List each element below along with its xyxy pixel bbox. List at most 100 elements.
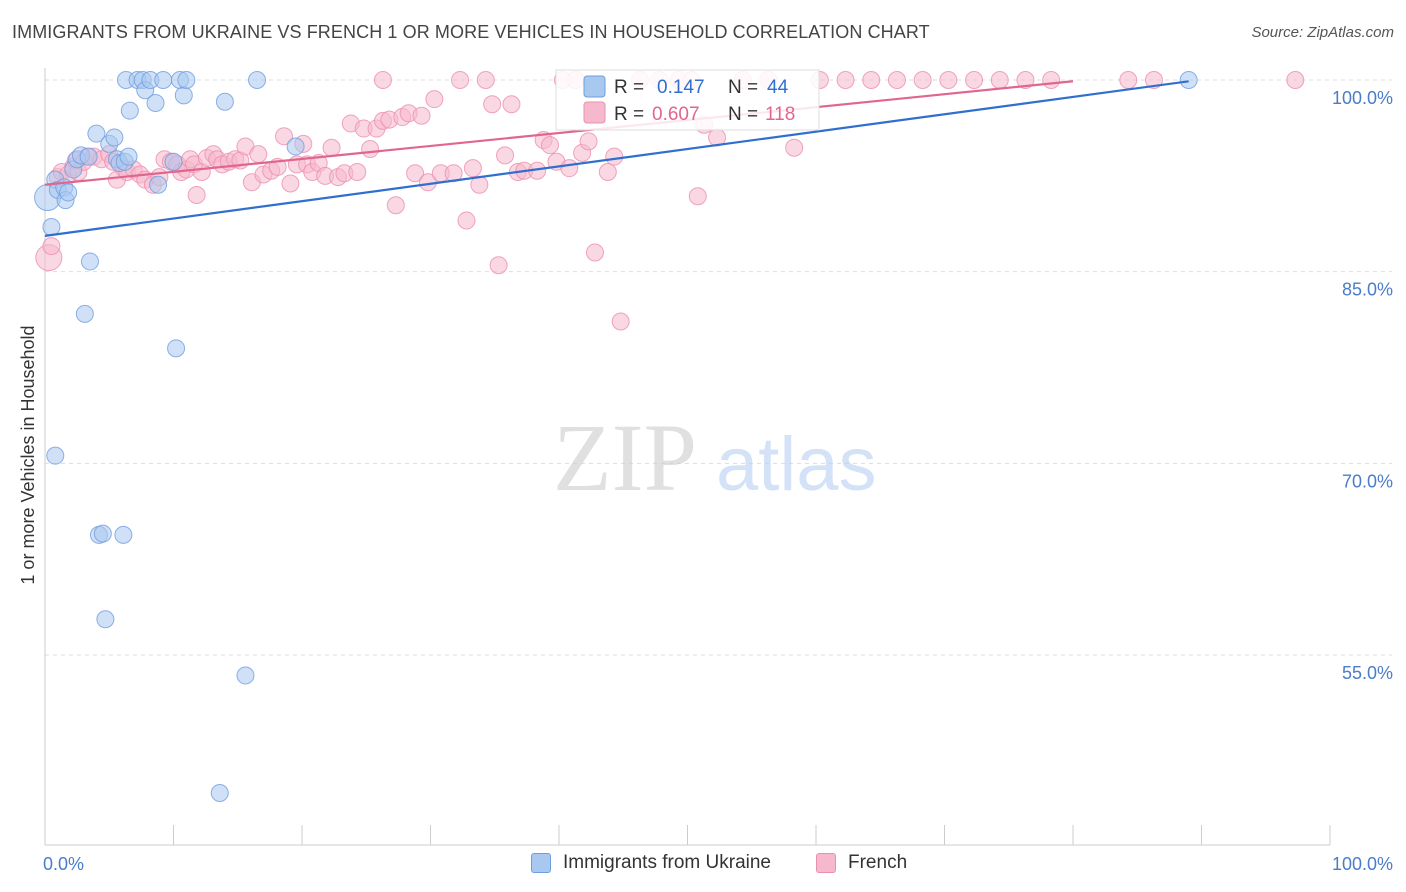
point-french <box>457 211 476 230</box>
point-french <box>541 136 560 155</box>
point-ukraine <box>167 339 186 358</box>
y-tick-label: 100.0% <box>1332 88 1393 108</box>
trend-line-french <box>44 80 1074 186</box>
point-french <box>412 106 431 125</box>
point-french <box>42 237 61 256</box>
legend-item-french[interactable]: French <box>816 852 907 874</box>
point-french <box>1144 71 1163 89</box>
point-french <box>785 138 804 157</box>
point-french <box>560 159 579 178</box>
legend-r-value-ukraine: 0.147 <box>657 77 705 98</box>
point-french <box>476 71 495 89</box>
legend-swatch-ukraine-bottom <box>531 853 551 873</box>
legend-item-ukraine[interactable]: Immigrants from Ukraine <box>531 852 771 874</box>
source-note: Source: ZipAtlas.com <box>1251 24 1394 41</box>
point-french <box>965 71 984 89</box>
point-french <box>483 95 502 114</box>
point-french <box>463 159 482 178</box>
point-french <box>862 71 881 89</box>
point-french <box>502 95 521 114</box>
point-french <box>1286 71 1305 89</box>
point-french <box>489 256 508 275</box>
point-french <box>939 71 958 89</box>
legend-r-value-french: 0.607 <box>652 104 700 125</box>
point-ukraine <box>96 610 115 629</box>
legend-swatch-ukraine <box>583 75 606 98</box>
point-french <box>990 71 1009 89</box>
point-french <box>406 164 425 183</box>
point-ukraine <box>59 183 78 202</box>
legend-label-french: French <box>848 852 908 873</box>
point-french <box>348 163 367 181</box>
point-ukraine <box>215 92 234 111</box>
stats-legend: R = 0.147 N = 44 R = 0.607 N = 118 <box>555 69 820 131</box>
point-french <box>688 187 707 206</box>
point-ukraine <box>1179 71 1198 89</box>
point-french <box>605 147 624 166</box>
y-tick-label: 85.0% <box>1342 280 1393 300</box>
watermark-zip: ZIP <box>553 404 697 511</box>
point-french <box>444 164 463 183</box>
watermark-atlas: atlas <box>716 422 877 507</box>
point-ukraine <box>105 128 124 147</box>
point-ukraine <box>164 152 183 171</box>
point-french <box>836 71 855 89</box>
point-french <box>386 196 405 215</box>
point-french <box>887 71 906 89</box>
point-french <box>1119 71 1138 89</box>
point-ukraine <box>210 784 229 802</box>
point-french <box>611 312 630 331</box>
legend-n-label-ukraine: N = <box>728 77 758 98</box>
point-french <box>598 163 617 181</box>
point-ukraine <box>149 175 168 194</box>
point-ukraine <box>248 71 267 89</box>
point-ukraine <box>87 124 106 143</box>
point-ukraine <box>80 252 99 271</box>
point-ukraine <box>75 304 94 323</box>
point-ukraine <box>119 147 138 166</box>
legend-swatch-french-bottom <box>816 853 836 873</box>
point-french <box>451 71 470 89</box>
point-ukraine <box>174 86 193 105</box>
series-legend: Immigrants from Ukraine French <box>0 852 1406 876</box>
legend-swatch-french <box>583 101 606 124</box>
point-french <box>1042 71 1061 89</box>
trend-line-ukraine <box>44 80 1189 237</box>
y-axis-label: 1 or more Vehicles in Household <box>18 325 38 584</box>
point-ukraine <box>93 524 112 543</box>
point-french <box>1016 71 1035 89</box>
point-french <box>275 127 294 146</box>
point-french <box>322 138 341 157</box>
legend-n-value-french: 118 <box>765 104 795 125</box>
legend-label-ukraine: Immigrants from Ukraine <box>563 852 771 873</box>
legend-n-value-ukraine: 44 <box>767 77 789 98</box>
chart-title: IMMIGRANTS FROM UKRAINE VS FRENCH 1 OR M… <box>12 22 930 42</box>
trend-lines <box>44 80 1189 237</box>
y-tick-label: 70.0% <box>1342 471 1393 491</box>
point-french <box>249 145 268 164</box>
point-ukraine <box>42 217 61 236</box>
legend-r-label-ukraine: R = <box>614 77 644 98</box>
point-french <box>425 90 444 109</box>
legend-n-label-french: N = <box>728 104 758 125</box>
point-ukraine <box>146 94 165 112</box>
axes: 100.0% 85.0% 70.0% 55.0% 0.0% 100.0% <box>43 68 1393 874</box>
point-ukraine <box>177 71 196 89</box>
point-french <box>281 174 300 193</box>
point-ukraine <box>114 525 133 544</box>
point-french <box>579 132 598 151</box>
point-french <box>496 146 515 165</box>
point-french <box>373 71 392 89</box>
point-ukraine <box>120 101 139 120</box>
point-ukraine <box>236 666 255 685</box>
point-french <box>361 140 380 158</box>
point-ukraine <box>286 137 305 156</box>
point-french <box>585 243 604 262</box>
y-tick-label: 55.0% <box>1342 663 1393 683</box>
x-tick-label: 100.0% <box>1332 854 1393 874</box>
legend-r-label-french: R = <box>614 104 644 125</box>
point-french <box>187 186 206 204</box>
point-ukraine <box>79 147 98 166</box>
point-ukraine <box>154 71 173 89</box>
